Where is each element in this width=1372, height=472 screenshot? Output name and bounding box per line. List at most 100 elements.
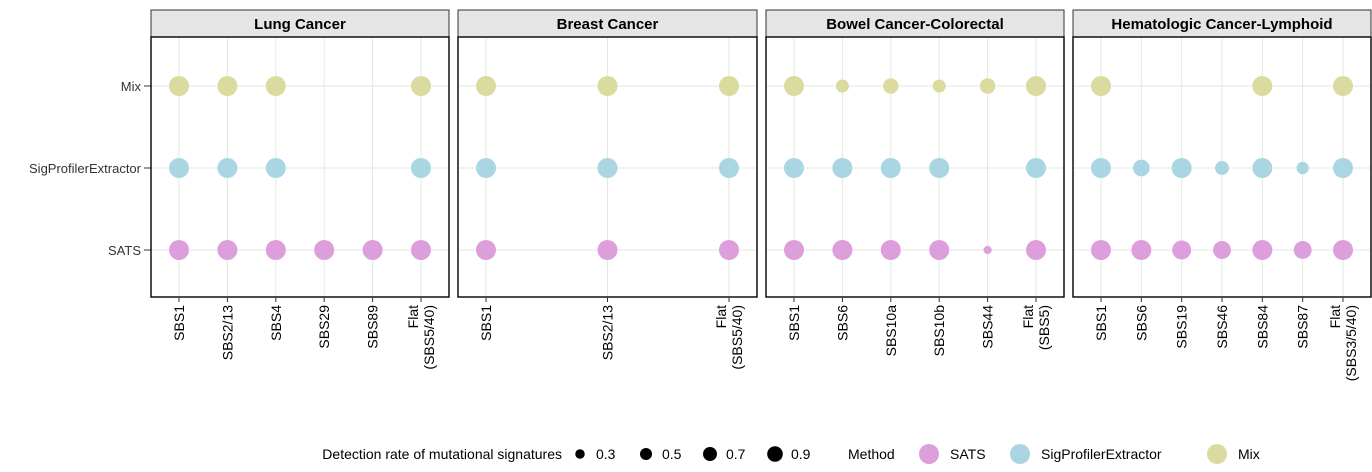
panel-title: Lung Cancer — [254, 16, 346, 33]
x-tick-label: Flat(SBS3/5/40) — [1327, 305, 1359, 381]
legend-size-label: 0.9 — [791, 446, 811, 462]
panel-strip — [457, 9, 758, 38]
panel-strip — [1072, 9, 1372, 38]
data-point — [929, 158, 950, 178]
x-tick-label-line: SBS1 — [171, 305, 187, 341]
data-point — [1091, 158, 1111, 178]
data-point — [932, 79, 946, 93]
panel-border — [765, 36, 1065, 298]
panel-border — [150, 36, 450, 298]
x-tick-label: SBS87 — [1295, 305, 1311, 349]
data-point — [411, 158, 431, 178]
data-point — [265, 240, 286, 260]
data-point — [314, 240, 335, 260]
panel-background — [151, 37, 449, 297]
data-point — [883, 78, 899, 94]
data-point — [880, 158, 901, 178]
data-point — [1296, 161, 1309, 175]
data-point — [1213, 241, 1231, 259]
data-point — [411, 76, 431, 96]
data-point — [1131, 240, 1152, 260]
data-point — [476, 240, 496, 260]
x-tick-label: SBS29 — [316, 305, 332, 349]
data-point — [1172, 240, 1192, 260]
x-tick-label: SBS46 — [1214, 305, 1230, 349]
row-label-mix: Mix — [121, 79, 142, 94]
data-point — [1252, 158, 1273, 178]
x-tick-label: SBS19 — [1174, 305, 1190, 349]
x-tick-label-line: SBS84 — [1254, 305, 1270, 349]
x-tick-label: SBS4 — [268, 305, 284, 341]
data-point — [1252, 240, 1273, 260]
x-tick-label: SBS2/13 — [219, 305, 235, 360]
data-point — [1091, 76, 1111, 96]
data-point — [719, 158, 739, 178]
x-tick-label-line: (SBS5/40) — [421, 305, 437, 370]
legend-method-label: SATS — [950, 446, 986, 462]
data-point — [597, 240, 618, 260]
data-point — [265, 76, 286, 96]
legend-size-key — [703, 447, 717, 461]
data-point — [1333, 240, 1353, 260]
x-tick-label: Flat(SBS5/40) — [713, 305, 745, 370]
data-point — [169, 76, 189, 96]
data-point — [1333, 158, 1353, 178]
data-point — [597, 76, 618, 96]
legend-size-title: Detection rate of mutational signatures — [322, 446, 562, 462]
x-tick-label-line: Flat — [1020, 305, 1036, 328]
data-point — [1333, 76, 1353, 96]
data-point — [1026, 240, 1046, 260]
x-tick-label: SBS1 — [1093, 305, 1109, 341]
x-tick-label: SBS84 — [1254, 305, 1270, 349]
x-tick-label-line: SBS19 — [1174, 305, 1190, 349]
x-tick-label: SBS89 — [365, 305, 381, 349]
x-tick-label-line: SBS10a — [883, 305, 899, 357]
legend-size-label: 0.7 — [726, 446, 746, 462]
data-point — [832, 158, 853, 178]
data-point — [983, 245, 992, 255]
data-point — [217, 240, 238, 260]
x-tick-label-line: SBS1 — [786, 305, 802, 341]
x-tick-label-line: SBS87 — [1295, 305, 1311, 349]
data-point — [217, 76, 238, 96]
panel-title: Breast Cancer — [557, 16, 659, 33]
x-tick-label: SBS6 — [834, 305, 850, 341]
data-point — [832, 240, 853, 260]
x-tick-label-line: SBS6 — [834, 305, 850, 341]
data-point — [1026, 76, 1046, 96]
data-point — [784, 240, 804, 260]
x-tick-label-line: SBS89 — [365, 305, 381, 349]
x-tick-label: Flat(SBS5/40) — [405, 305, 437, 370]
x-tick-label-line: SBS10b — [931, 305, 947, 357]
data-point — [835, 79, 849, 93]
x-tick-label-line: Flat — [713, 305, 729, 328]
x-tick-label: Flat(SBS5) — [1020, 305, 1052, 350]
data-point — [880, 240, 901, 260]
x-tick-label-line: SBS4 — [268, 305, 284, 341]
data-point — [784, 158, 804, 178]
legend-color-title: Method — [848, 446, 895, 462]
x-tick-label: SBS10a — [883, 305, 899, 357]
row-label-sigprofilerextractor: SigProfilerExtractor — [29, 161, 142, 176]
data-point — [1293, 241, 1312, 259]
data-point — [1215, 161, 1229, 175]
data-point — [265, 158, 286, 178]
panel-title: Hematologic Cancer-Lymphoid — [1111, 16, 1332, 33]
x-tick-label: SBS44 — [980, 305, 996, 349]
x-tick-label: SBS10b — [931, 305, 947, 357]
legend-size-label: 0.3 — [596, 446, 616, 462]
panel-background — [766, 37, 1064, 297]
x-tick-label-line: SBS44 — [980, 305, 996, 349]
x-tick-label-line: SBS2/13 — [600, 305, 616, 360]
x-tick-label: SBS6 — [1133, 305, 1149, 341]
x-tick-label-line: SBS1 — [1093, 305, 1109, 341]
x-tick-label-line: Flat — [405, 305, 421, 328]
x-tick-label-line: SBS29 — [316, 305, 332, 349]
data-point — [169, 158, 189, 178]
legend-method-label: SigProfilerExtractor — [1041, 446, 1162, 462]
data-point — [411, 240, 431, 260]
data-point — [1252, 76, 1273, 96]
data-point — [979, 78, 996, 94]
x-tick-label-line: SBS6 — [1133, 305, 1149, 341]
